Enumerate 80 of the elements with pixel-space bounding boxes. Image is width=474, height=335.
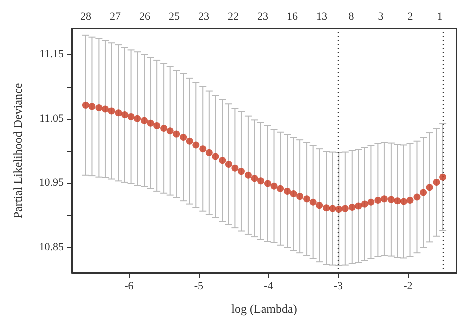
point xyxy=(323,204,330,212)
point xyxy=(115,110,122,117)
text: 27 xyxy=(110,11,122,23)
point xyxy=(173,130,180,138)
point xyxy=(134,115,142,122)
text: 23 xyxy=(198,11,210,23)
point xyxy=(102,106,109,113)
point xyxy=(258,178,265,185)
point xyxy=(304,196,311,203)
text: 28 xyxy=(80,11,92,23)
point xyxy=(186,138,194,145)
text: 23 xyxy=(258,11,269,23)
point xyxy=(316,202,324,210)
point xyxy=(361,200,368,208)
point xyxy=(406,196,414,204)
y-tick-label: 10.95 xyxy=(39,177,64,190)
point xyxy=(264,180,272,188)
text: 13 xyxy=(316,11,328,23)
text: 1 xyxy=(437,11,443,23)
point xyxy=(147,120,154,127)
point xyxy=(277,185,284,192)
point xyxy=(232,164,239,172)
point xyxy=(336,206,343,213)
text: 8 xyxy=(348,11,355,23)
point xyxy=(154,122,161,130)
point xyxy=(420,189,428,196)
text: 22 xyxy=(228,11,239,23)
point xyxy=(355,202,362,210)
point xyxy=(374,196,382,204)
point xyxy=(380,196,388,203)
point xyxy=(440,174,447,181)
point xyxy=(244,172,252,179)
point xyxy=(219,157,226,164)
point xyxy=(388,196,395,204)
point xyxy=(180,134,188,142)
point xyxy=(160,125,168,132)
point xyxy=(128,113,135,120)
point xyxy=(82,102,90,109)
point xyxy=(206,149,213,156)
point xyxy=(329,205,336,212)
text: 25 xyxy=(169,11,180,23)
point xyxy=(433,178,440,186)
text: 2 xyxy=(408,11,414,23)
point xyxy=(192,142,200,149)
y-tick-label: 11.15 xyxy=(40,48,64,61)
y-tick-label: 11.05 xyxy=(40,112,64,125)
point xyxy=(290,190,298,198)
point xyxy=(141,117,148,124)
point xyxy=(310,198,317,206)
point xyxy=(200,146,207,153)
point xyxy=(400,198,408,206)
x-tick-label: -3 xyxy=(334,280,344,292)
text: 26 xyxy=(140,11,151,23)
point xyxy=(342,205,349,212)
point xyxy=(88,103,96,110)
point xyxy=(122,112,129,119)
y-axis-title: Partial Likelihood Deviance xyxy=(11,83,25,219)
point xyxy=(284,188,292,195)
point xyxy=(348,204,356,212)
point xyxy=(414,194,421,201)
x-tick-label: -4 xyxy=(264,280,274,292)
point xyxy=(166,128,174,135)
x-axis-title: log (Lambda) xyxy=(232,302,298,316)
point xyxy=(212,153,220,160)
x-tick-label: -2 xyxy=(404,280,413,292)
y-tick-label: 10.85 xyxy=(39,241,64,254)
point xyxy=(296,193,304,200)
point xyxy=(225,160,232,168)
point xyxy=(426,184,434,192)
point xyxy=(96,104,103,112)
point xyxy=(368,198,375,206)
x-tick-label: -5 xyxy=(194,280,204,292)
point xyxy=(270,182,278,190)
point xyxy=(251,175,258,182)
point xyxy=(238,168,245,176)
point xyxy=(108,108,116,115)
text: 3 xyxy=(378,11,384,23)
text: 16 xyxy=(287,11,298,23)
x-tick-label: -6 xyxy=(124,280,134,292)
point xyxy=(394,198,402,205)
